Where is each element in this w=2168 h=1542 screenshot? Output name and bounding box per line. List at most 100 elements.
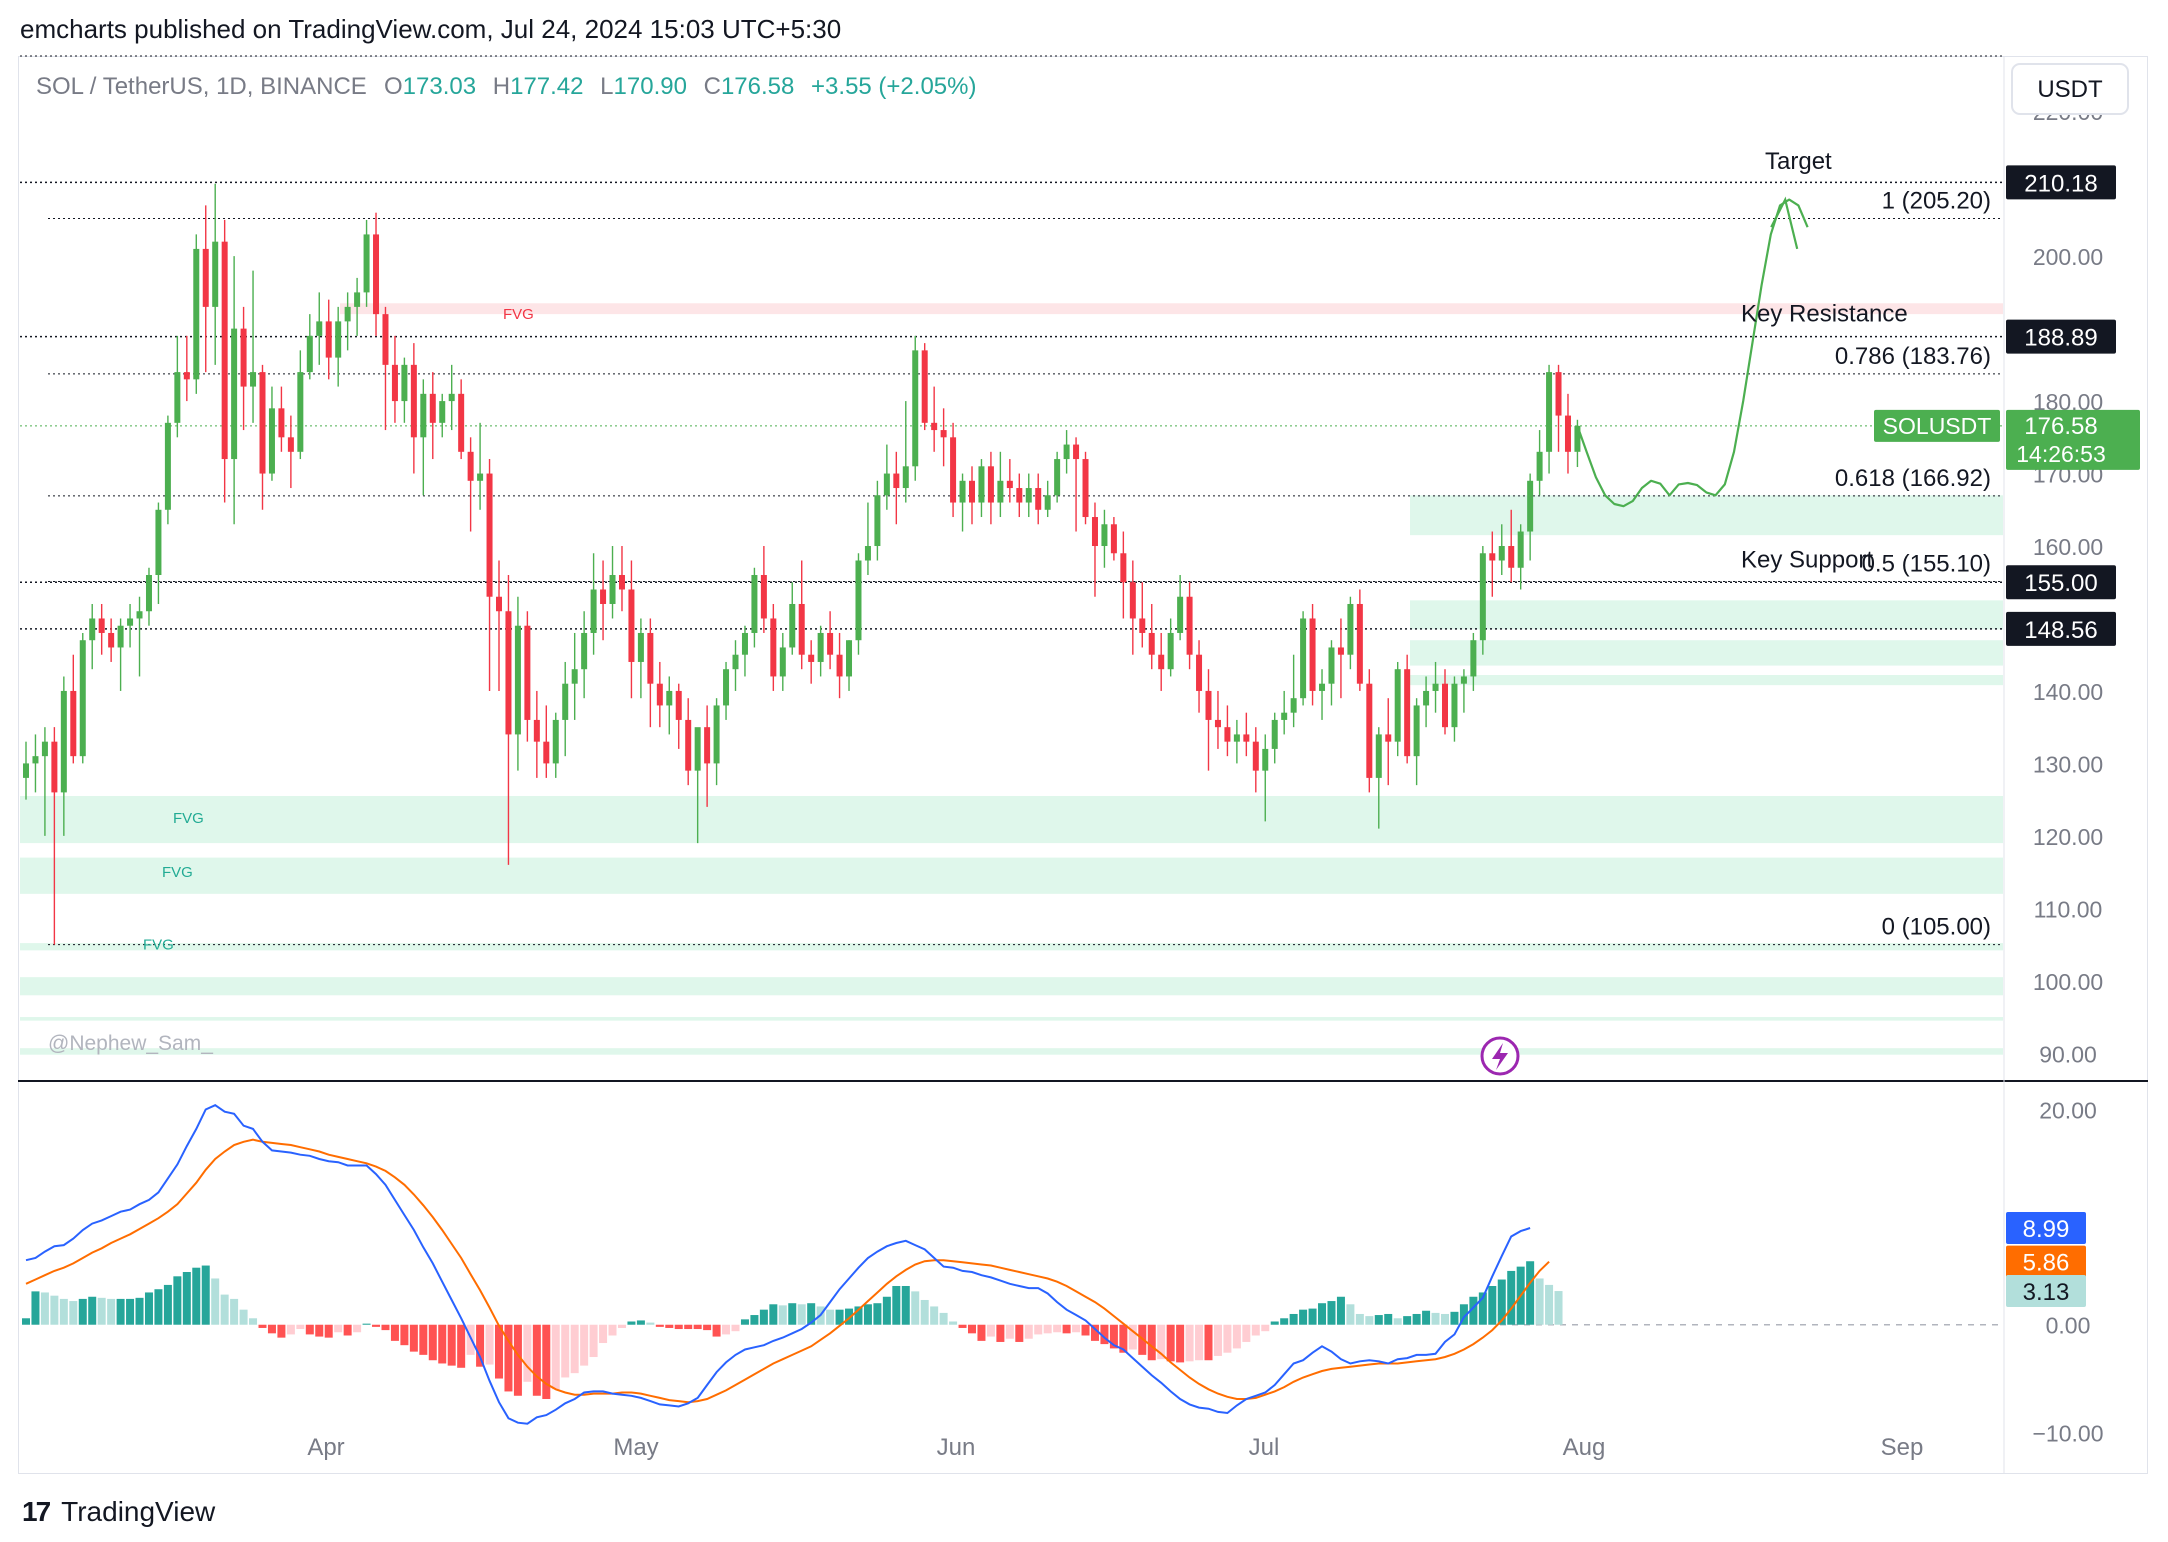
macd-hist-bar: [788, 1303, 797, 1325]
macd-panel: 20.00 0.00 −10.00 8.99 5.863.13: [22, 1098, 2104, 1446]
candle-body: [391, 364, 398, 402]
fvg-zone: [340, 303, 2003, 315]
macd-hist-bar: [939, 1312, 948, 1325]
fvg-label: FVG: [143, 937, 174, 954]
macd-value-badge-label: 8.99: [2023, 1216, 2070, 1243]
candle-body: [1101, 524, 1108, 547]
macd-hist-bar: [343, 1324, 352, 1336]
legend-close: 176.58: [721, 73, 794, 100]
macd-hist-bar: [513, 1324, 522, 1396]
candle-body: [846, 640, 853, 677]
macd-hist-bar: [570, 1324, 579, 1374]
macd-hist-bar: [873, 1303, 882, 1325]
symbol-badge-label: SOLUSDT: [1883, 413, 1992, 439]
candle-body: [325, 321, 332, 358]
candle-body: [931, 422, 938, 431]
candle-body: [562, 683, 569, 720]
last-price-badge: [2006, 409, 2140, 470]
candle-body: [694, 727, 701, 771]
candle-body: [533, 719, 540, 742]
tradingview-logo[interactable]: 17 TradingView: [22, 1494, 215, 1530]
macd-hist-bar: [636, 1320, 645, 1325]
macd-hist-bar: [646, 1322, 655, 1325]
candle-body: [458, 393, 465, 452]
fvg-zone: [1410, 495, 2003, 536]
legend-change: +3.55 (+2.05%): [811, 73, 976, 100]
lightning-icon[interactable]: [1480, 1036, 1520, 1076]
fib-label: 0.618 (166.92): [1835, 465, 1991, 492]
candle-body: [1527, 480, 1534, 532]
fvg-zones: [20, 303, 2003, 1055]
price-badge: [2006, 165, 2116, 200]
candle-body: [1205, 690, 1212, 720]
macd-hist-bar: [740, 1319, 749, 1325]
candle-body: [420, 393, 427, 438]
macd-hist-bar: [182, 1272, 191, 1325]
macd-hist-bar: [1403, 1316, 1412, 1325]
macd-hist-bar: [958, 1324, 967, 1328]
legend-symbol: SOL / TetherUS, 1D, BINANCE: [36, 73, 367, 100]
macd-hist-bar: [495, 1324, 503, 1379]
candle-body: [174, 372, 181, 423]
candle-body: [1413, 705, 1420, 757]
candle-body: [1129, 582, 1136, 619]
macd-hist-bar: [1242, 1324, 1251, 1342]
macd-hist-bar: [1270, 1321, 1279, 1325]
annotation-label: Target: [1765, 148, 1832, 175]
candle-body: [628, 589, 635, 662]
candle-body: [1035, 488, 1042, 510]
candle-body: [1319, 683, 1326, 691]
macd-hist-bar: [1147, 1324, 1156, 1361]
macd-hist-bar: [390, 1324, 399, 1341]
x-tick-label: Aug: [1563, 1434, 1606, 1461]
fvg-label: FVG: [503, 306, 534, 323]
candle-body: [1470, 640, 1477, 677]
candle-body: [363, 234, 370, 293]
price-badge: [2006, 611, 2116, 646]
candle-body: [467, 451, 474, 481]
candle-body: [723, 669, 730, 706]
macd-hist-bar: [1261, 1324, 1270, 1332]
macd-hist-bar: [69, 1301, 78, 1325]
hist-value-badge-label: 3.13: [2023, 1279, 2070, 1306]
macd-hist-bar: [1365, 1316, 1374, 1325]
candle-body: [969, 480, 975, 503]
candle-body: [448, 393, 455, 402]
candle-body: [486, 473, 493, 597]
currency-button[interactable]: [2011, 63, 2129, 115]
macd-hist-bar: [1015, 1324, 1024, 1342]
candle-body: [117, 625, 124, 648]
macd-hist-bar: [1128, 1324, 1137, 1350]
candle-body: [874, 495, 881, 547]
macd-y-tick: 0.00: [2046, 1313, 2091, 1339]
macd-hist-bar: [1412, 1313, 1421, 1325]
legend-o-label: O: [384, 73, 403, 100]
candle-body: [732, 654, 739, 670]
candle-body: [240, 328, 247, 387]
candle-body: [1224, 727, 1231, 742]
legend-ohlc: O173.03 H177.42 L170.90 C176.58 +3.55 (+…: [384, 73, 976, 100]
macd-hist-bar: [59, 1298, 68, 1325]
chart-frame[interactable]: [18, 56, 2148, 1474]
currency-label: USDT: [2037, 76, 2103, 103]
macd-hist-bar: [1374, 1315, 1383, 1325]
macd-hist-bar: [78, 1298, 87, 1325]
candle-body: [817, 632, 824, 662]
macd-hist-bar: [1450, 1311, 1459, 1325]
annotations: 1 (205.20) 0.786 (183.76) 0.618 (166.92) 0.…: [143, 148, 1991, 1461]
candle-body: [808, 654, 815, 662]
macd-hist-bar: [693, 1324, 702, 1330]
fvg-zone: [20, 796, 2003, 844]
macd-hist-bar: [977, 1324, 986, 1341]
candle-body: [741, 632, 748, 655]
candle-body: [921, 350, 928, 423]
macd-hist-bar: [608, 1324, 617, 1336]
candle-body: [1404, 669, 1411, 757]
candle-body: [1082, 459, 1089, 518]
candle-body: [1196, 654, 1203, 691]
candle-body: [1054, 459, 1061, 496]
macd-hist-bar: [968, 1324, 976, 1334]
candle-body: [760, 575, 767, 619]
candle-body: [571, 669, 578, 684]
